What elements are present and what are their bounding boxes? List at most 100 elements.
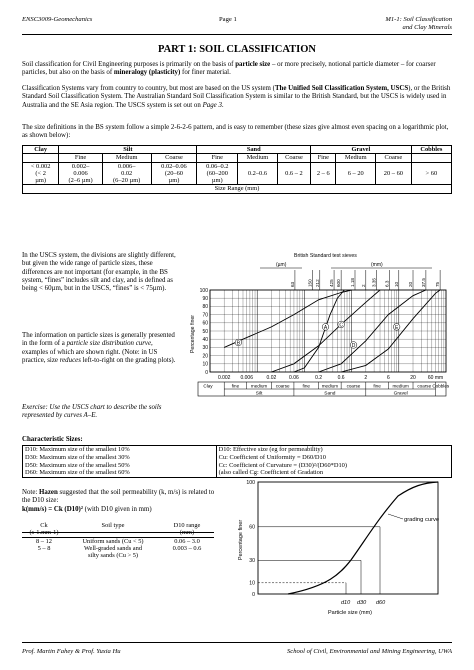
sieve-label: 3.35 xyxy=(371,278,376,287)
systems-b: The Unified Soil Classification System, … xyxy=(274,85,409,92)
hazen-table: Ck (s-1.mm-1) Soil type D10 range (mm) 8 –… xyxy=(22,522,214,559)
grading-ytick: 60 xyxy=(202,321,208,327)
grading-ytick: 100 xyxy=(200,288,209,294)
grading-curve xyxy=(271,289,381,373)
sieve-um-label: (µm) xyxy=(276,262,287,268)
distribution-paragraph: The information on particle sizes is gen… xyxy=(22,332,176,364)
size-sub: Coarse xyxy=(375,153,412,163)
sieve-label: 212 xyxy=(315,279,320,287)
grading-curve-label: grading curve xyxy=(404,517,439,523)
char-sizes-table: D10: Maximum size of the smallest 10% D3… xyxy=(22,444,453,479)
band-label: Clay xyxy=(203,384,213,389)
grading-xtick: 0.006 xyxy=(240,375,253,381)
d30-label: d30 xyxy=(357,600,367,606)
char-right: D10: Effective size (eg for permeability… xyxy=(215,444,453,479)
char-left-3: D60: Maximum size of the smallest 60% xyxy=(25,469,130,477)
hazen-cell: 5 – 8 xyxy=(37,544,51,552)
grading-xtick: 6 xyxy=(387,375,390,381)
silt-fine-range: 0.002– 0.006 (2–6 µm) xyxy=(58,161,103,186)
grading-curve xyxy=(340,289,441,373)
sieve-label: 75 xyxy=(435,281,440,287)
d-chart-ylabel: Percentage finer xyxy=(238,520,244,561)
grading-xtick: 2 xyxy=(364,375,367,381)
header-module-line1: M1-1: Soil Classification xyxy=(385,16,452,23)
hazen-col-ck: Ck (s-1.mm-1) xyxy=(29,522,59,537)
grading-xtick: 60 mm xyxy=(428,375,443,381)
curve-label: A xyxy=(324,325,328,331)
grading-ytick: 30 xyxy=(202,345,208,351)
size-head-cobbles: Cobbles xyxy=(410,144,453,155)
sieve-label: 600 xyxy=(336,279,341,287)
size-head-gravel: Gravel xyxy=(310,144,412,155)
sieve-label: 2 xyxy=(361,284,366,287)
curve-label: D xyxy=(352,343,356,349)
grading-ytick: 40 xyxy=(202,337,208,343)
grading-ytick: 50 xyxy=(202,329,208,335)
grading-ytick: 0 xyxy=(205,370,208,376)
d-chart-ytick: 10 xyxy=(249,581,255,587)
size-head-silt: Silt xyxy=(58,144,198,155)
bands-box xyxy=(197,381,447,397)
grading-xtick: 0.06 xyxy=(289,375,299,381)
curve-marker xyxy=(234,338,242,347)
char-left-2: D50: Maximum size of the smallest 50% xyxy=(25,461,130,469)
grading-ytick: 70 xyxy=(202,312,208,318)
curve-marker xyxy=(337,320,345,328)
sieve-label: 63 xyxy=(290,281,295,287)
band-label: fine xyxy=(373,384,381,389)
sieve-label: 1.18 xyxy=(350,278,355,287)
header-rule xyxy=(22,34,452,35)
band-label: medium xyxy=(251,384,268,389)
sieve-mm-label: (mm) xyxy=(371,262,383,268)
grading-ytick: 90 xyxy=(202,296,208,302)
grading-curve xyxy=(318,289,427,373)
size-sub: Fine xyxy=(310,153,337,163)
curve-marker xyxy=(350,341,358,349)
sand-medium-range: 0.2–0.6 xyxy=(237,161,278,186)
systems-paragraph: Classification Systems vary from country… xyxy=(22,85,452,110)
footer-rule xyxy=(22,642,452,643)
grading-ytick: 10 xyxy=(202,362,208,368)
band-label: coarse xyxy=(276,384,290,389)
hazen-cell: 0.003 – 0.6 xyxy=(172,544,202,552)
exercise-text: Exercise: Use the USCS chart to describe… xyxy=(22,404,162,420)
hazen-cell: silty sands (Cu > 5) xyxy=(87,552,139,560)
hazen-cell xyxy=(160,552,214,559)
grading-xtick: 20 xyxy=(410,375,416,381)
hazen-col-d10: D10 range (mm) xyxy=(173,522,201,537)
grading-curve xyxy=(293,289,345,373)
curve-marker xyxy=(321,323,330,331)
bs-sizes-paragraph: The size definitions in the BS system fo… xyxy=(22,124,449,140)
intro-a: Soil classification for Civil Engineerin… xyxy=(22,61,234,68)
char-left: D10: Maximum size of the smallest 10% D3… xyxy=(22,444,217,479)
hazen-cell: Uniform sands (Cu < 5) xyxy=(82,537,144,545)
clay-range: < 0.002 (< 2 µm) xyxy=(21,161,60,186)
size-sub: Medium xyxy=(101,153,152,163)
systems-a: Classification Systems vary from country… xyxy=(22,85,275,92)
hazen-formula: k(mm/s) = Ck (D10)² (with D10 given in m… xyxy=(22,506,152,513)
sieve-label: 20 xyxy=(408,281,413,287)
hazen-cell xyxy=(22,552,66,559)
char-left-1: D30: Maximum size of the smallest 30% xyxy=(25,453,130,461)
gravel-fine-range: 2 – 6 xyxy=(310,161,337,186)
grading-curve-line xyxy=(287,481,439,595)
d-chart-ytick: 0 xyxy=(252,592,255,598)
band-label: medium xyxy=(322,384,339,389)
sieve-label: 425 xyxy=(329,279,334,287)
hazen-note: Note: Hazen suggested that the soil perm… xyxy=(22,489,215,505)
curve-label: E xyxy=(395,325,399,331)
sieve-label: 6.3 xyxy=(384,280,389,287)
grading-xtick: 0.2 xyxy=(315,375,322,381)
grading-xtick: 0.002 xyxy=(218,375,231,381)
silt-coarse-range: 0.02–0.06 (20–60 µm) xyxy=(150,161,198,186)
char-right-1: Cu: Coefficient of Uniformity = D60/D10 xyxy=(218,453,326,461)
systems-e: . xyxy=(221,101,224,109)
systems-c: ), or the British Standard Soil Classifi… xyxy=(22,85,451,109)
sand-coarse-range: 0.6 – 2 xyxy=(276,161,312,186)
sand-fine-range: 0.06–0.2 (60–200 µm) xyxy=(196,161,239,186)
hazen-rule xyxy=(22,532,214,533)
char-right-0: D10: Effective size (eg for permeability… xyxy=(218,446,323,453)
size-head-sand: Sand xyxy=(196,144,312,155)
char-right-3: (also called Cg: Coefficient of Gradatio… xyxy=(218,469,324,477)
